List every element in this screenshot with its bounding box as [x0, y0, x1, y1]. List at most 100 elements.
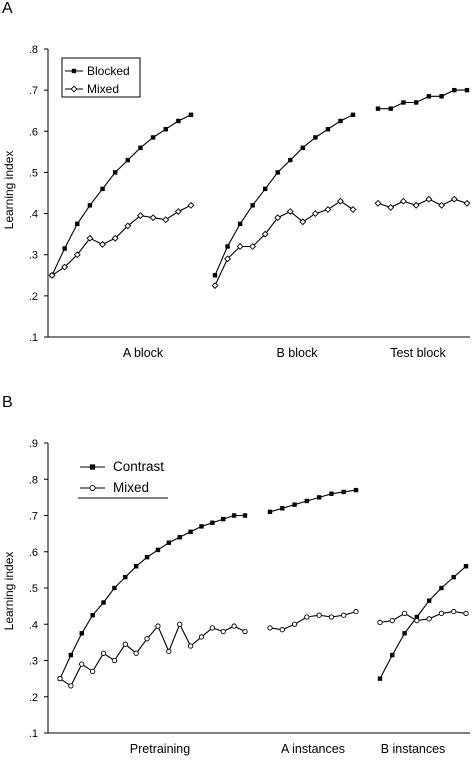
panel-a-point-mixed-marker [425, 195, 433, 203]
panel-b-point-contrast-marker [221, 516, 226, 522]
panel-a-point-blocked-marker [275, 170, 280, 175]
panel-b-point-contrast-marker [426, 598, 432, 603]
panel-a-point-mixed-marker [261, 230, 269, 238]
panel-a-point-mixed-marker [349, 206, 357, 213]
panel-a-segment-label: B block [277, 346, 319, 360]
panel-b-point-mixed-marker [57, 675, 63, 682]
panel-b-point-mixed-marker [100, 650, 107, 656]
panel-a-point-blocked-marker [62, 246, 67, 251]
panel-b-point-contrast-marker [242, 513, 248, 518]
panel-b-point-contrast-marker [341, 489, 346, 495]
panel-b-point-contrast-marker [90, 612, 95, 618]
panel-b-point-mixed-marker [279, 627, 285, 633]
panel-b-point-contrast-marker [414, 614, 420, 620]
panel-a-point-mixed-marker [137, 212, 144, 220]
panel-a-point-mixed-marker [324, 206, 332, 213]
panel-a-point-blocked-marker [125, 157, 131, 163]
panel-b-legend-label: Contrast [113, 459, 164, 474]
panel-a-label: A [2, 0, 13, 17]
panel-b-point-contrast-marker [123, 574, 128, 580]
panel-a-point-blocked-marker [75, 221, 80, 227]
panel-a-point-mixed-marker [211, 282, 219, 290]
panel-a-point-blocked-marker [188, 112, 194, 118]
panel-b-point-contrast-marker [280, 506, 285, 511]
panel-a-segment-label: Test block [390, 346, 446, 360]
panel-a-point-mixed-marker [374, 199, 382, 207]
panel-b-point-contrast-marker [353, 487, 359, 493]
panel-b-segment-label: B instances [381, 742, 446, 756]
panel-a-ytick-label: .7 [29, 85, 38, 97]
panel-b-point-contrast-marker [79, 631, 84, 636]
panel-a-point-blocked-marker [426, 94, 432, 99]
panel-a-point-blocked-marker [288, 157, 293, 163]
panel-b-point-contrast-marker [112, 585, 117, 591]
panel-a-point-mixed-marker [73, 251, 81, 259]
panel-a-point-blocked-marker [250, 203, 255, 208]
chart-marks: .1 .2 .3 .4 .5 .6 .7 .8 A block B block Test block… [29, 44, 471, 756]
panel-a-point-blocked-marker [325, 127, 331, 132]
panel-a-point-mixed-marker [450, 195, 458, 203]
panel-a-point-mixed-marker [61, 263, 69, 271]
panel-a-ytick-label: .6 [29, 126, 38, 138]
panel-b-point-mixed-marker [177, 621, 183, 627]
panel-b-point-mixed-marker [133, 650, 139, 656]
panel-a-point-mixed-marker [299, 218, 307, 226]
panel-b-point-contrast-marker [439, 585, 444, 591]
panel-b-point-mixed-marker [341, 612, 347, 618]
panel-a-point-blocked-marker [176, 118, 181, 124]
panel-b-point-mixed-marker [304, 614, 310, 620]
panel-b-point-contrast-marker [402, 631, 407, 636]
panel-a-point-mixed-marker [86, 234, 94, 242]
panel-a-point-mixed-marker [162, 216, 170, 224]
panel-b-point-mixed-marker [209, 625, 216, 631]
panel-b-point-mixed-marker [111, 657, 118, 664]
panel-a-series-blocked-line [378, 89, 467, 110]
panel-b-series-mixed-line [59, 622, 246, 687]
panel-a-point-blocked-marker [313, 135, 318, 140]
panel-a-legend-label: Blocked [87, 64, 130, 78]
panel-a-point-blocked-marker [413, 100, 419, 105]
panel-a-point-blocked-marker [87, 203, 93, 208]
panel-b-ytick-label: .6 [29, 547, 38, 559]
panel-a-point-mixed-marker [174, 208, 182, 215]
panel-a-point-blocked-marker [138, 145, 143, 150]
panel-b-point-contrast-marker [329, 491, 334, 496]
panel-a-point-mixed-marker [438, 201, 446, 209]
panel-a-legend-marker-marker [71, 68, 77, 74]
panel-a-point-mixed-marker [48, 271, 56, 279]
panel-b-point-mixed-marker [220, 628, 226, 635]
panel-a-point-mixed-marker [111, 234, 119, 242]
panel-b-point-mixed-marker [328, 614, 335, 620]
panel-b-point-mixed-marker [451, 608, 457, 615]
panel-b-point-mixed-marker [89, 668, 96, 675]
panel-b-ytick-label: .4 [29, 619, 38, 631]
panel-a-point-mixed-marker [399, 197, 407, 205]
panel-b-point-contrast-marker [267, 509, 273, 515]
panel-b-ytick-label: .8 [29, 474, 38, 486]
panel-b-point-contrast-marker [390, 652, 395, 658]
panel-b-point-mixed-marker [414, 617, 420, 624]
panel-b-point-contrast-marker [133, 564, 139, 569]
panel-a-series-blocked-line [51, 114, 192, 276]
panel-b-point-contrast-marker [451, 574, 456, 580]
panel-a-point-blocked-marker [401, 100, 406, 105]
panel-a-point-mixed-marker [412, 201, 420, 209]
panel-a-legend-marker-marker [70, 85, 78, 93]
panel-a-point-blocked-marker [212, 273, 218, 278]
panel-b-point-mixed-marker [144, 636, 150, 642]
panel-a-point-mixed-marker [236, 243, 244, 250]
panel-b-point-contrast-marker [377, 676, 383, 681]
panel-b-ytick-label: .1 [29, 728, 38, 740]
panel-a-point-blocked-marker [464, 87, 470, 93]
panel-a-ytick-label: .3 [29, 250, 38, 262]
panel-a-ytick-label: .4 [29, 209, 38, 221]
panel-b-point-mixed-marker [198, 634, 205, 640]
panel-b-ytick-label: .2 [29, 692, 38, 704]
panel-a-point-blocked-marker [100, 186, 105, 192]
panel-a-point-mixed-marker [224, 255, 231, 263]
panel-b-segment-label: A instances [281, 742, 345, 756]
panel-a-point-mixed-marker [463, 199, 471, 207]
panel-a-point-mixed-marker [249, 243, 257, 250]
panel-b-point-mixed-marker [353, 608, 359, 615]
